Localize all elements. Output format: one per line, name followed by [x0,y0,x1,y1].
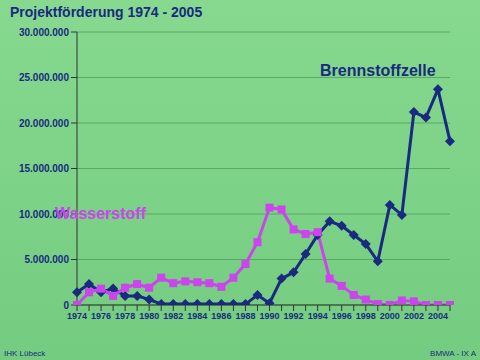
svg-text:2002: 2002 [404,311,424,321]
svg-text:5.000.000: 5.000.000 [25,254,70,265]
svg-text:1978: 1978 [115,311,135,321]
html-text:Brennstoffzelle: Brennstoffzelle [320,62,436,79]
html-text:Wasserstoff: Wasserstoff [55,205,146,222]
svg-text:15.000.000: 15.000.000 [19,163,69,174]
svg-text:1988: 1988 [235,311,255,321]
svg-text:1982: 1982 [163,311,183,321]
svg-text:2004: 2004 [428,311,448,321]
svg-text:1994: 1994 [308,311,328,321]
svg-text:20.000.000: 20.000.000 [19,118,69,129]
svg-text:1980: 1980 [139,311,159,321]
svg-text:1990: 1990 [260,311,280,321]
svg-text:0: 0 [63,300,69,311]
html-text:IHK Lübeck: IHK Lübeck [4,349,46,358]
svg-text:30.000.000: 30.000.000 [19,27,69,38]
html-text:BMWA - IX A: BMWA - IX A [430,349,476,358]
html-text:Projektförderung 1974 - 2005: Projektförderung 1974 - 2005 [10,4,203,20]
svg-text:1976: 1976 [91,311,111,321]
svg-text:1974: 1974 [67,311,87,321]
svg-text:1992: 1992 [284,311,304,321]
svg-text:1986: 1986 [211,311,231,321]
svg-text:25.000.000: 25.000.000 [19,72,69,83]
svg-text:1996: 1996 [332,311,352,321]
svg-text:2000: 2000 [380,311,400,321]
svg-text:1998: 1998 [356,311,376,321]
svg-text:1984: 1984 [187,311,207,321]
svg-text:10.000.000: 10.000.000 [18,208,69,220]
